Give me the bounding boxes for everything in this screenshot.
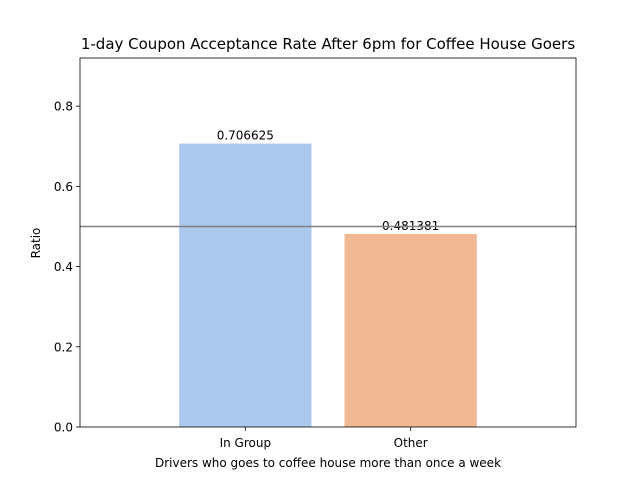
x-axis-label: Drivers who goes to coffee house more th… bbox=[155, 456, 501, 470]
y-tick-label: 0.0 bbox=[54, 421, 73, 435]
data-label: 0.706625 bbox=[217, 129, 274, 143]
y-tick-label: 0.2 bbox=[54, 340, 73, 354]
y-tick-label: 0.6 bbox=[54, 180, 73, 194]
chart-title: 1-day Coupon Acceptance Rate After 6pm f… bbox=[81, 35, 575, 53]
x-tick-label: In Group bbox=[220, 436, 272, 450]
bar bbox=[179, 143, 312, 428]
x-tick-label: Other bbox=[394, 436, 428, 450]
y-tick-label: 0.8 bbox=[54, 100, 73, 114]
bar bbox=[344, 233, 477, 427]
y-tick-label: 0.4 bbox=[54, 260, 73, 274]
axes-frame bbox=[79, 57, 577, 428]
y-axis-label: Ratio bbox=[29, 228, 43, 259]
